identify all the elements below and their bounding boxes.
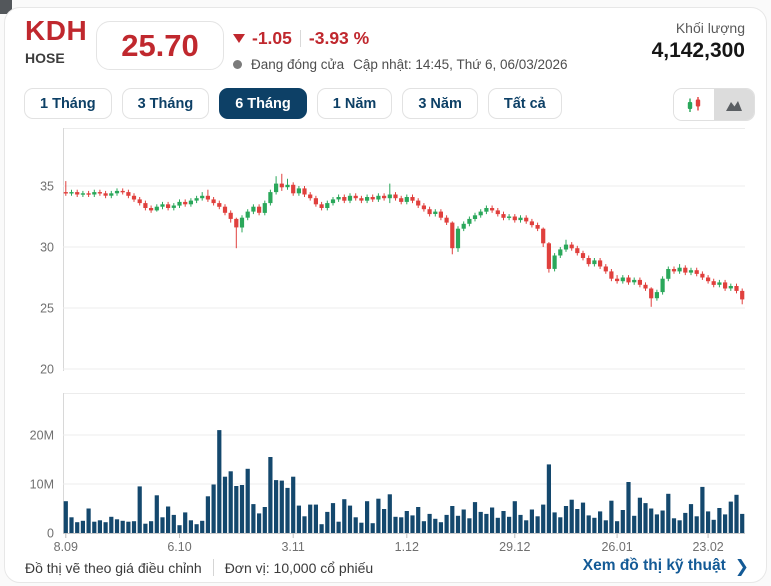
candlestick-toggle-button[interactable] — [674, 89, 714, 120]
updated-text: Cập nhật: 14:45, Thứ 6, 06/03/2026 — [353, 57, 568, 72]
area-chart-icon — [726, 100, 742, 111]
chevron-right-icon: ❯ — [734, 556, 749, 576]
candlestick-chart[interactable]: 35 30 25 20 — [0, 120, 771, 382]
price-change: -1.05 -3.93 % — [233, 28, 369, 49]
technical-chart-link-text: Xem đồ thị kỹ thuật — [582, 557, 726, 574]
price-value: 25.70 — [121, 27, 199, 63]
candlestick-icon — [687, 96, 701, 112]
tab-1-nam[interactable]: 1 Năm — [316, 88, 393, 119]
tab-1-thang[interactable]: 1 Tháng — [24, 88, 112, 119]
technical-chart-link[interactable]: Xem đồ thị kỹ thuật ❯ — [583, 557, 749, 575]
status-text: Đang đóng cửa — [251, 57, 345, 72]
exchange-label: HOSE — [25, 50, 65, 66]
svg-text:29.12: 29.12 — [499, 540, 530, 554]
range-tab-bar: 1 Tháng 3 Tháng 6 Tháng 1 Năm 3 Năm Tất … — [24, 88, 562, 119]
tab-6-thang[interactable]: 6 Tháng — [219, 88, 307, 119]
adjusted-price-note: Đồ thị vẽ theo giá điều chỉnh — [25, 559, 202, 576]
svg-text:25: 25 — [40, 302, 54, 316]
change-value: -1.05 — [252, 28, 292, 48]
svg-text:8.09: 8.09 — [54, 540, 78, 554]
current-price: 25.70 — [96, 21, 224, 70]
triangle-down-icon — [233, 34, 245, 43]
svg-text:6.10: 6.10 — [167, 540, 191, 554]
volume-chart[interactable]: 20M 10M 0 8.09 6.10 3.11 1.12 29.12 26.01 23.02 — [0, 385, 771, 557]
tab-3-nam[interactable]: 3 Năm — [402, 88, 478, 119]
svg-text:1.12: 1.12 — [395, 540, 419, 554]
footnote-divider — [212, 559, 214, 576]
tab-3-thang[interactable]: 3 Tháng — [121, 88, 210, 119]
unit-note: Đơn vị: 10,000 cổ phiếu — [224, 559, 374, 576]
change-percent: -3.93 % — [308, 28, 370, 48]
svg-text:10M: 10M — [30, 478, 54, 492]
volume-label: Khối lượng — [675, 20, 745, 36]
tab-tat-ca[interactable]: Tất cả — [487, 88, 562, 119]
svg-text:23.02: 23.02 — [692, 540, 723, 554]
chart-type-toggle — [673, 88, 755, 121]
ticker-symbol: KDH — [25, 15, 88, 46]
svg-text:20M: 20M — [30, 429, 54, 443]
status-dot-icon — [233, 60, 242, 69]
chart-footnotes: Đồ thị vẽ theo giá điều chỉnh Đơn vị: 10… — [25, 559, 373, 576]
svg-text:20: 20 — [40, 363, 54, 377]
change-divider — [299, 30, 301, 47]
svg-text:0: 0 — [47, 527, 54, 541]
svg-text:30: 30 — [40, 241, 54, 255]
svg-text:3.11: 3.11 — [281, 540, 304, 554]
volume-value: 4,142,300 — [651, 39, 745, 62]
svg-text:26.01: 26.01 — [601, 540, 632, 554]
market-status: Đang đóng cửa Cập nhật: 14:45, Thứ 6, 06… — [233, 57, 568, 72]
area-toggle-button[interactable] — [714, 89, 754, 120]
svg-text:35: 35 — [40, 180, 54, 194]
